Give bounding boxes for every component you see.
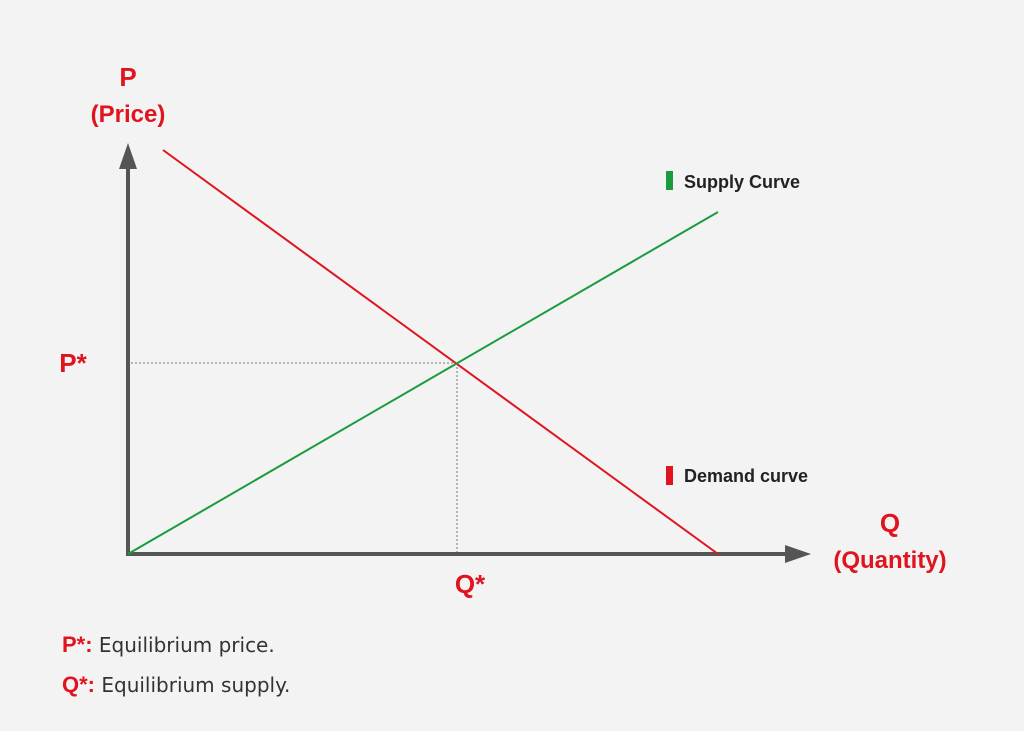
x-axis-label: (Quantity): [833, 547, 946, 574]
y-axis-symbol: P: [119, 62, 136, 92]
x-axis-arrowhead: [785, 545, 811, 563]
footnote-price-key: P*:: [62, 632, 93, 657]
equilibrium-price-marker: P*: [59, 348, 87, 378]
y-axis-label: (Price): [91, 101, 166, 128]
supply-legend-swatch: [666, 171, 673, 190]
footnote-equilibrium-price: P*: Equilibrium price.: [62, 632, 275, 658]
demand-legend-label: Demand curve: [684, 466, 808, 486]
footnote-supply-text: Equilibrium supply.: [95, 673, 291, 697]
demand-curve: [162, 149, 719, 555]
x-axis-symbol: Q: [880, 508, 900, 538]
demand-legend-swatch: [666, 466, 673, 485]
supply-legend-label: Supply Curve: [684, 172, 800, 192]
footnote-price-text: Equilibrium price.: [92, 633, 275, 657]
supply-curve: [127, 211, 719, 555]
y-axis-arrowhead: [119, 143, 137, 169]
equilibrium-quantity-marker: Q*: [455, 569, 486, 599]
footnote-supply-key: Q*:: [62, 672, 95, 697]
footnote-equilibrium-supply: Q*: Equilibrium supply.: [62, 672, 290, 698]
